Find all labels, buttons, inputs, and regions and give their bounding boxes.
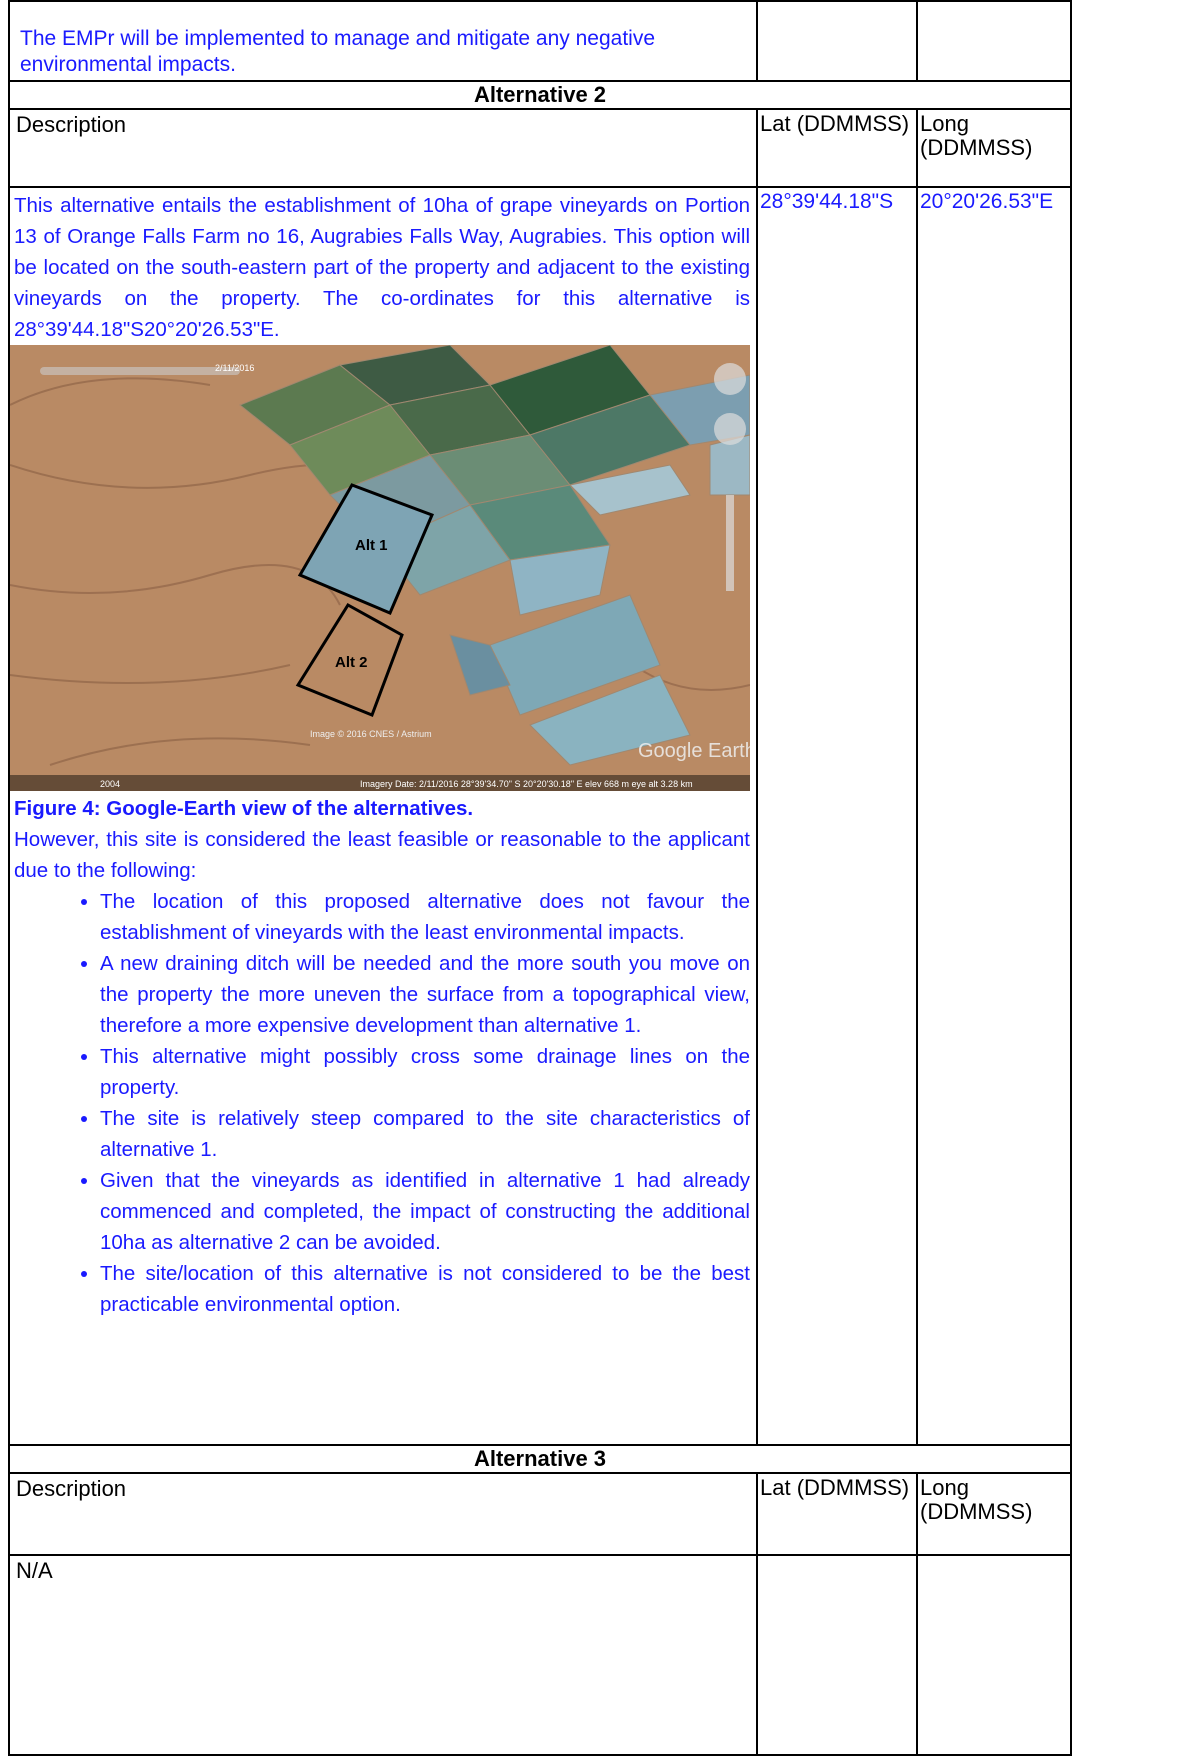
empty-cell — [916, 1554, 1072, 1756]
site-boundary — [295, 602, 404, 717]
description: N/A — [8, 1554, 758, 1756]
status-text: Imagery Date: 2/11/2016 28°39'34.70" S 2… — [360, 779, 693, 789]
empty-cell — [916, 0, 1072, 82]
nav-control — [714, 413, 746, 445]
copyright: Image © 2016 CNES / Astrium — [310, 729, 432, 739]
zoom-slider — [726, 495, 734, 591]
figure-caption: Figure 4: Google-Earth view of the alter… — [14, 797, 474, 820]
alternatives-table: The EMPr will be implemented to manage a… — [8, 0, 1072, 1756]
column-header-row: Description Lat (DDMMSS) Long (DDMMSS) — [8, 108, 1072, 188]
column-header: Long (DDMMSS) — [916, 108, 1072, 188]
fields — [239, 345, 750, 766]
column-header: Lat (DDMMSS) — [756, 1472, 918, 1556]
bullet: A new draining ditch will be needed and … — [100, 948, 750, 1041]
column-header: Lat (DDMMSS) — [756, 108, 918, 188]
status-bar — [11, 775, 750, 791]
description: This alternative entails the establishme… — [14, 194, 750, 341]
content-row: N/A — [8, 1554, 1072, 1756]
site-label: Alt 2 — [335, 654, 368, 671]
heading-row: Alternative 2 — [8, 80, 1072, 110]
longitude: 20°20'26.53"E — [916, 186, 1072, 1446]
date-stamp: 2/11/2016 — [215, 363, 254, 373]
empty-cell — [756, 1554, 918, 1756]
empty-cell — [756, 0, 918, 82]
paragraph: However, this site is considered the lea… — [14, 828, 750, 882]
year: 2004 — [100, 779, 120, 789]
intro-text: The EMPr will be implemented to manage a… — [8, 0, 758, 82]
bullet-list: The location of this proposed alternativ… — [14, 886, 750, 1320]
heading-row: Alternative 3 — [8, 1444, 1072, 1474]
satellite-image: Alt 1 Alt 2 2/11/2016 Image © 2016 CNES … — [11, 345, 750, 791]
column-header: Description — [8, 1472, 758, 1556]
nav-control — [714, 363, 746, 395]
column-header-row: Description Lat (DDMMSS) Long (DDMMSS) — [8, 1472, 1072, 1556]
latitude: 28°39'44.18"S — [756, 186, 918, 1446]
intro-row: The EMPr will be implemented to manage a… — [8, 0, 1072, 82]
bullet: The location of this proposed alternativ… — [100, 886, 750, 948]
section-heading: Alternative 3 — [8, 1444, 1072, 1474]
site-label: Alt 1 — [355, 537, 388, 554]
column-header: Description — [8, 108, 758, 188]
section-heading: Alternative 2 — [8, 80, 1072, 110]
bullet: This alternative might possibly cross so… — [100, 1041, 750, 1103]
brand: Google Earth — [638, 740, 750, 762]
bullet: Given that the vineyards as identified i… — [100, 1165, 750, 1258]
bullet: The site/location of this alternative is… — [100, 1258, 750, 1320]
column-header: Long (DDMMSS) — [916, 1472, 1072, 1556]
site-boundary — [297, 483, 434, 615]
description-cell: This alternative entails the establishme… — [8, 186, 758, 1446]
time-slider — [40, 367, 240, 375]
bullet: The site is relatively steep compared to… — [100, 1103, 750, 1165]
content-row: This alternative entails the establishme… — [8, 186, 1072, 1446]
